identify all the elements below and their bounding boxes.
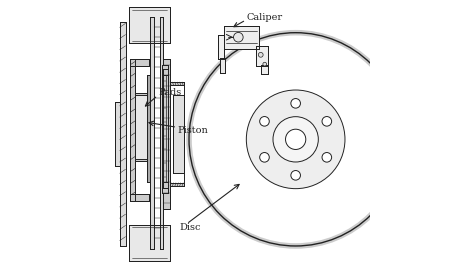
Bar	[163, 59, 170, 209]
Bar	[162, 188, 168, 193]
Bar	[170, 82, 184, 85]
Bar	[163, 75, 168, 182]
Bar	[256, 46, 268, 66]
Bar	[224, 26, 259, 49]
Bar	[130, 59, 135, 201]
Bar	[160, 17, 163, 249]
Bar	[135, 93, 147, 161]
Circle shape	[258, 53, 263, 57]
Circle shape	[260, 117, 269, 126]
Bar	[173, 95, 184, 173]
Bar	[135, 159, 147, 161]
Bar	[261, 65, 268, 74]
Bar	[218, 35, 225, 59]
Text: Piston: Piston	[178, 125, 209, 135]
Bar	[130, 59, 149, 66]
Circle shape	[285, 129, 306, 150]
Circle shape	[322, 117, 332, 126]
Circle shape	[246, 90, 345, 189]
Bar	[220, 58, 225, 73]
Circle shape	[263, 62, 266, 66]
Text: Pads: Pads	[158, 88, 182, 97]
Text: Disc: Disc	[180, 223, 201, 232]
Circle shape	[291, 170, 301, 180]
Bar	[162, 65, 168, 69]
Bar	[135, 93, 147, 95]
Circle shape	[260, 152, 269, 162]
Bar	[120, 22, 126, 246]
Bar	[129, 7, 170, 43]
Circle shape	[189, 33, 402, 246]
Bar	[115, 102, 120, 166]
Bar	[129, 225, 170, 261]
Circle shape	[322, 152, 332, 162]
Circle shape	[234, 32, 243, 42]
Circle shape	[273, 117, 319, 162]
Bar	[170, 183, 184, 186]
Bar	[150, 17, 154, 249]
Text: Caliper: Caliper	[246, 13, 283, 22]
Bar	[147, 75, 150, 182]
Bar	[130, 194, 149, 201]
Circle shape	[291, 99, 301, 108]
